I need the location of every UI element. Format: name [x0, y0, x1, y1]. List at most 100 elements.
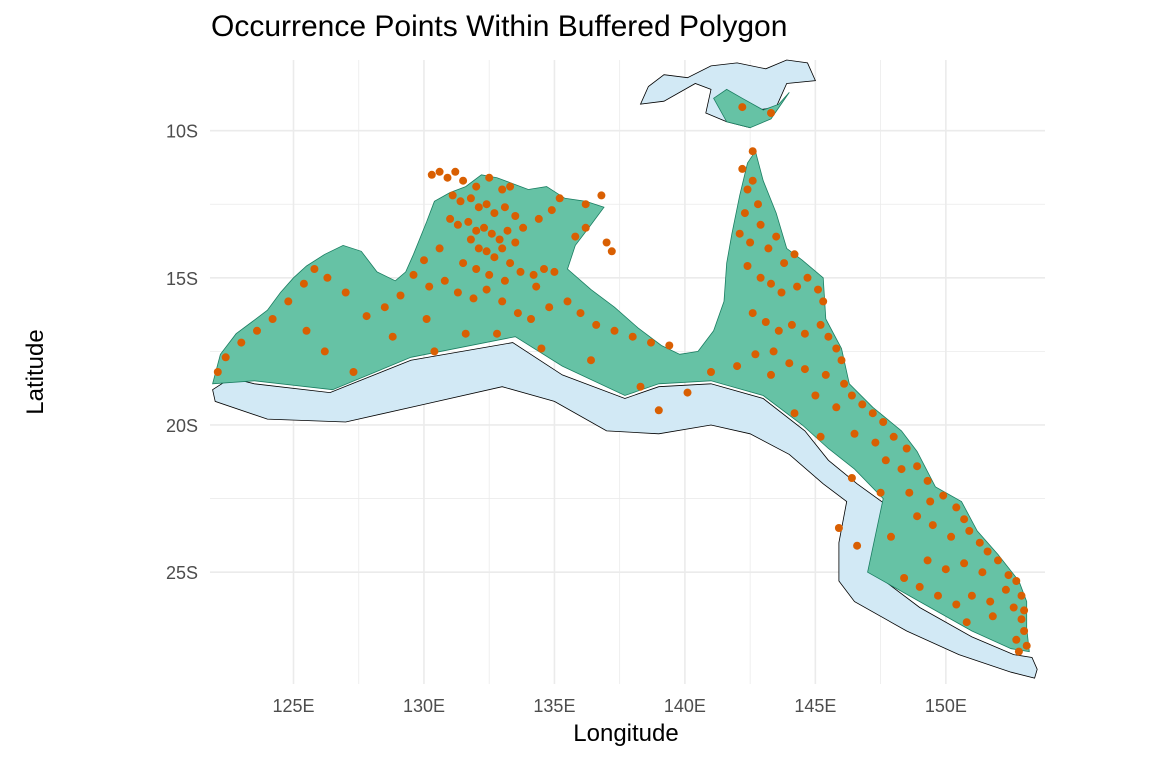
- occurrence-point: [500, 276, 509, 285]
- occurrence-point: [754, 200, 762, 209]
- occurrence-point: [466, 194, 475, 203]
- occurrence-point: [498, 185, 507, 194]
- occurrence-point: [816, 320, 825, 329]
- x-tick-label: 130E: [403, 696, 445, 716]
- occurrence-point: [435, 167, 444, 176]
- occurrence-point: [769, 347, 778, 356]
- occurrence-point: [482, 247, 491, 256]
- occurrence-point: [511, 238, 520, 247]
- occurrence-point: [738, 103, 747, 112]
- occurrence-point: [978, 568, 987, 577]
- occurrence-point: [446, 214, 455, 223]
- occurrence-point: [472, 226, 481, 235]
- occurrence-point: [800, 365, 809, 374]
- occurrence-point: [858, 400, 867, 409]
- occurrence-point: [527, 315, 535, 323]
- occurrence-point: [396, 291, 405, 300]
- occurrence-point: [1017, 615, 1026, 624]
- occurrence-point: [735, 229, 744, 238]
- occurrence-point: [1014, 647, 1023, 656]
- occurrence-point: [821, 370, 830, 379]
- occurrence-point: [707, 368, 715, 376]
- occurrence-point: [451, 167, 460, 176]
- occurrence-point: [427, 170, 436, 179]
- occurrence-point: [420, 256, 428, 265]
- occurrence-point: [952, 600, 961, 609]
- occurrence-point: [816, 432, 825, 441]
- y-tick-label: 15S: [166, 269, 198, 289]
- occurrence-point: [780, 259, 789, 268]
- occurrence-point: [482, 285, 491, 294]
- occurrence-point: [380, 303, 389, 312]
- occurrence-point: [1009, 603, 1018, 612]
- occurrence-point: [516, 267, 525, 276]
- north-occurrence-polygon: [713, 88, 790, 129]
- x-tick-label: 150E: [925, 696, 967, 716]
- occurrence-point: [887, 532, 895, 541]
- occurrence-point: [459, 259, 468, 268]
- occurrence-point: [597, 191, 606, 200]
- occurrence-point: [772, 232, 781, 241]
- occurrence-point: [748, 176, 757, 185]
- occurrence-point: [740, 209, 749, 218]
- occurrence-point: [581, 200, 590, 209]
- occurrence-point: [876, 488, 885, 497]
- x-tick-label: 135E: [533, 696, 575, 716]
- occurrence-point: [824, 332, 833, 341]
- occurrence-point: [284, 297, 293, 306]
- occurrence-point: [485, 270, 494, 279]
- occurrence-point: [837, 356, 846, 365]
- occurrence-point: [800, 329, 809, 338]
- occurrence-point: [847, 474, 856, 482]
- occurrence-point: [988, 612, 997, 621]
- x-tick-label: 125E: [272, 696, 314, 716]
- occurrence-point: [923, 556, 932, 565]
- occurrence-point: [928, 521, 937, 530]
- occurrence-point: [1020, 606, 1029, 615]
- occurrence-point: [683, 388, 692, 397]
- occurrence-point: [975, 538, 984, 547]
- occurrence-point: [832, 403, 841, 412]
- chart-title: Occurrence Points Within Buffered Polygo…: [211, 10, 788, 43]
- occurrence-point: [628, 332, 637, 341]
- occurrence-point: [751, 350, 760, 359]
- occurrence-point: [926, 497, 935, 506]
- occurrence-point: [472, 265, 481, 273]
- occurrence-point: [1017, 591, 1026, 600]
- occurrence-point: [915, 582, 924, 591]
- occurrence-point: [545, 303, 554, 312]
- buffer-polygon: [212, 342, 1038, 679]
- occurrence-point: [592, 320, 601, 329]
- occurrence-point: [500, 203, 509, 212]
- occurrence-point: [506, 182, 515, 191]
- y-tick-label: 10S: [166, 122, 198, 142]
- occurrence-point: [320, 347, 329, 356]
- occurrence-point: [1001, 585, 1010, 594]
- occurrence-point: [767, 109, 775, 117]
- occurrence-point: [388, 332, 397, 341]
- occurrence-point: [965, 526, 974, 535]
- occurrence-point: [1012, 577, 1021, 585]
- occurrence-point: [519, 223, 528, 232]
- occurrence-point: [986, 597, 995, 606]
- occurrence-point: [237, 338, 246, 347]
- occurrence-point: [310, 265, 319, 273]
- occurrence-point: [482, 200, 491, 209]
- occurrence-point: [777, 288, 786, 297]
- occurrence-point: [905, 488, 914, 497]
- occurrence-point: [897, 465, 906, 474]
- occurrence-point: [790, 250, 799, 259]
- occurrence-point: [889, 432, 898, 441]
- occurrence-point: [871, 438, 880, 447]
- occurrence-point: [474, 244, 483, 253]
- occurrence-point: [790, 409, 799, 418]
- occurrence-point: [435, 244, 444, 253]
- occurrence-point: [746, 238, 755, 247]
- occurrence-point: [803, 273, 812, 282]
- occurrence-point: [902, 444, 911, 453]
- occurrence-point: [534, 214, 543, 223]
- occurrence-point: [498, 244, 507, 253]
- occurrence-point: [466, 235, 475, 244]
- occurrence-point: [1004, 571, 1013, 580]
